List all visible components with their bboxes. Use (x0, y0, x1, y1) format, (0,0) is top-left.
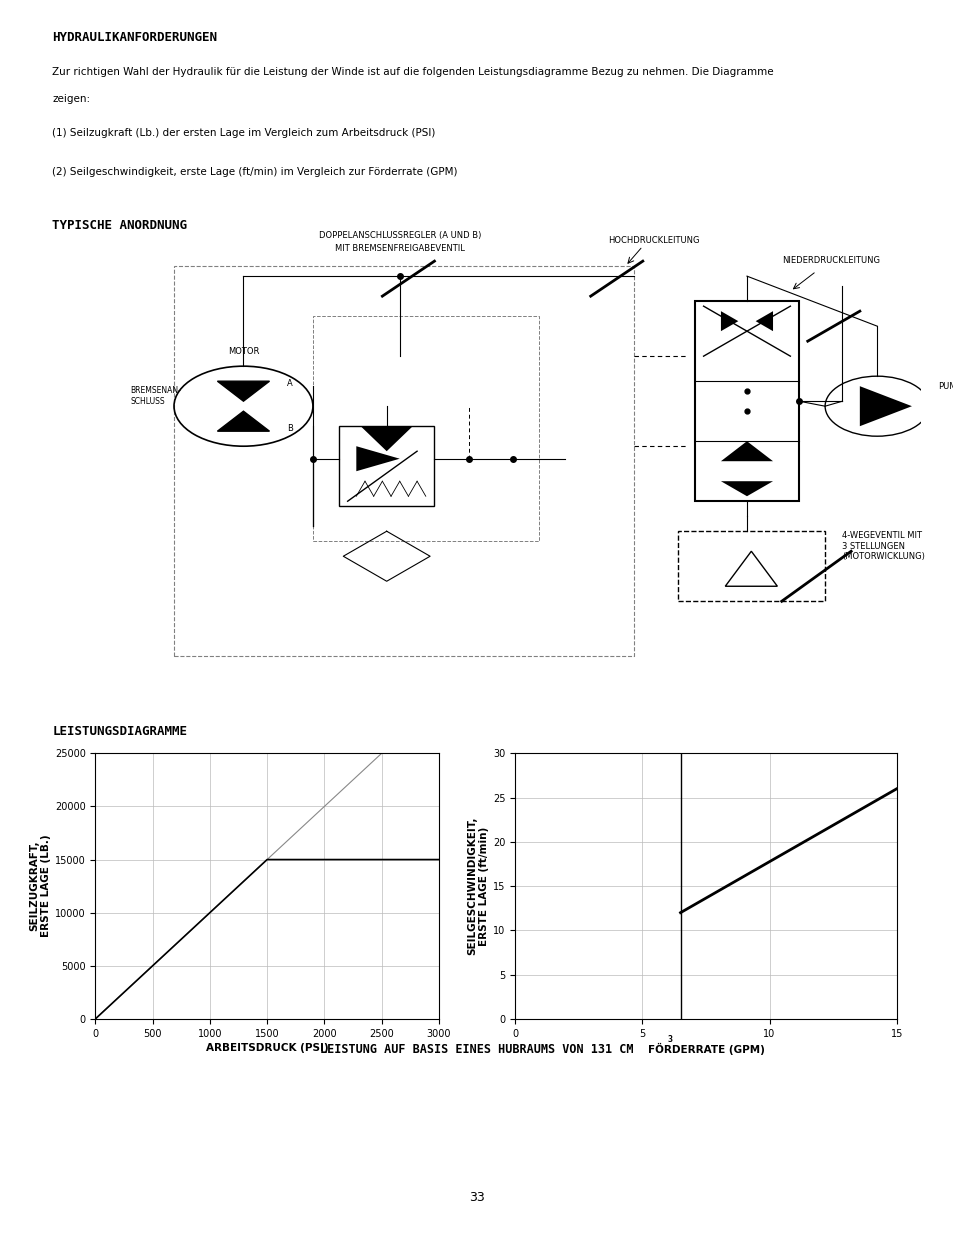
Polygon shape (720, 441, 772, 461)
Text: B: B (287, 424, 293, 433)
Polygon shape (720, 482, 772, 496)
X-axis label: FÖRDERRATE (GPM): FÖRDERRATE (GPM) (647, 1042, 763, 1055)
Text: 3: 3 (667, 1035, 672, 1044)
Text: HYDRAULIKANFORDERUNGEN: HYDRAULIKANFORDERUNGEN (52, 31, 217, 44)
Bar (173, 267, 634, 656)
Bar (694, 301, 799, 501)
X-axis label: ARBEITSDRUCK (PSI): ARBEITSDRUCK (PSI) (206, 1042, 328, 1052)
Bar (313, 316, 538, 541)
Text: A: A (287, 379, 293, 388)
Text: LEISTUNGSDIAGRAMME: LEISTUNGSDIAGRAMME (52, 725, 188, 739)
Text: (1) Seilzugkraft (Lb.) der ersten Lage im Vergleich zum Arbeitsdruck (PSI): (1) Seilzugkraft (Lb.) der ersten Lage i… (52, 127, 436, 137)
Polygon shape (720, 311, 738, 331)
Polygon shape (360, 426, 413, 451)
Text: (2) Seilgeschwindigkeit, erste Lage (ft/min) im Vergleich zur Förderrate (GPM): (2) Seilgeschwindigkeit, erste Lage (ft/… (52, 167, 457, 177)
Bar (677, 531, 824, 601)
Polygon shape (755, 311, 772, 331)
Y-axis label: SEILZUGKRAFT,
ERSTE LAGE (LB.): SEILZUGKRAFT, ERSTE LAGE (LB.) (29, 835, 51, 937)
Text: BREMSENAN-
SCHLUSS: BREMSENAN- SCHLUSS (131, 387, 181, 406)
Text: LEISTUNG AUF BASIS EINES HUBRAUMS VON 131 CM: LEISTUNG AUF BASIS EINES HUBRAUMS VON 13… (320, 1044, 633, 1056)
Text: TYPISCHE ANORDNUNG: TYPISCHE ANORDNUNG (52, 219, 188, 232)
Text: NIEDERDRUCKLEITUNG: NIEDERDRUCKLEITUNG (781, 256, 879, 266)
Text: 33: 33 (469, 1192, 484, 1204)
Text: DOPPELANSCHLUSSREGLER (A UND B): DOPPELANSCHLUSSREGLER (A UND B) (318, 231, 480, 240)
Polygon shape (217, 382, 270, 401)
Text: MOTOR: MOTOR (228, 347, 259, 356)
Text: HOCHDRUCKLEITUNG: HOCHDRUCKLEITUNG (607, 236, 699, 245)
Polygon shape (859, 387, 911, 426)
Text: PUMPE: PUMPE (937, 382, 953, 390)
Text: MIT BREMSENFREIGABEVENTIL: MIT BREMSENFREIGABEVENTIL (335, 243, 464, 253)
Text: 4-WEGEVENTIL MIT
3 STELLUNGEN
(MOTORWICKLUNG): 4-WEGEVENTIL MIT 3 STELLUNGEN (MOTORWICK… (841, 531, 924, 561)
Bar (338, 426, 434, 506)
Polygon shape (356, 446, 399, 472)
Text: zeigen:: zeigen: (52, 94, 91, 104)
Text: Zur richtigen Wahl der Hydraulik für die Leistung der Winde ist auf die folgende: Zur richtigen Wahl der Hydraulik für die… (52, 67, 773, 77)
Y-axis label: SEILGESCHWINDIGKEIT,
ERSTE LAGE (ft/min): SEILGESCHWINDIGKEIT, ERSTE LAGE (ft/min) (467, 816, 488, 956)
Polygon shape (217, 411, 270, 431)
